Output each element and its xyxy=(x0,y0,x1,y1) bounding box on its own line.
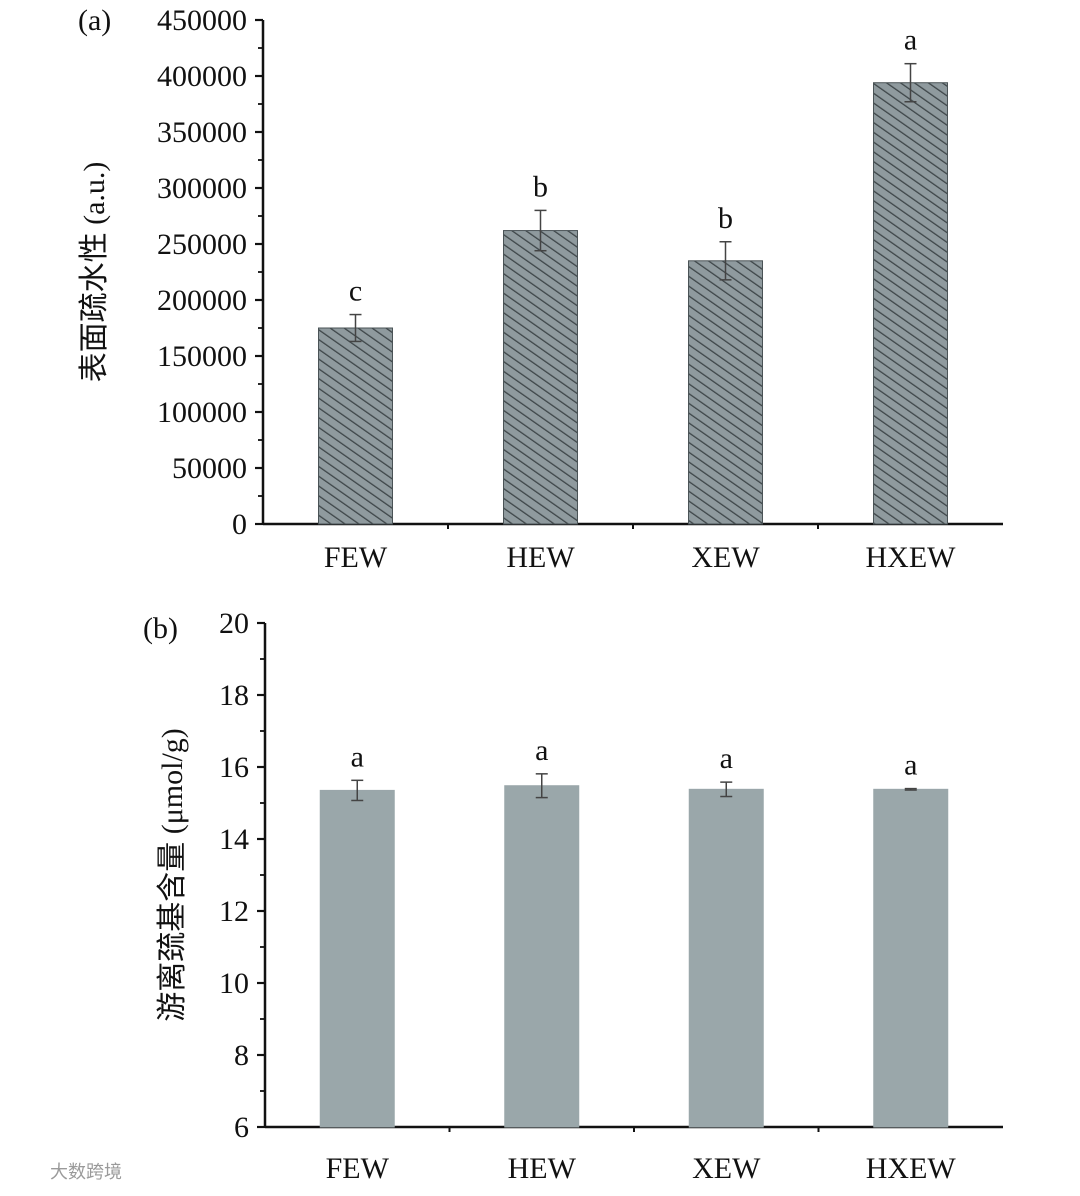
panel-label: (b) xyxy=(143,612,178,645)
y-axis-title: 表面疏水性 (a.u.) xyxy=(78,162,111,383)
significance-label: b xyxy=(533,170,548,203)
y-tick-label: 450000 xyxy=(157,4,247,37)
y-tick-label: 8 xyxy=(234,1039,249,1072)
bar-hxew xyxy=(873,788,949,1128)
y-tick-label: 0 xyxy=(232,508,247,541)
significance-label: a xyxy=(535,734,548,767)
significance-label: a xyxy=(720,742,733,775)
y-tick-label: 12 xyxy=(219,895,249,928)
significance-label: a xyxy=(904,24,917,57)
x-tick-label: XEW xyxy=(691,541,760,574)
y-tick-label: 100000 xyxy=(157,396,247,429)
chart-panel-a: 0 50000 100000 150000 200000 250000 300000 3500… xyxy=(78,4,1003,574)
significance-label: a xyxy=(351,740,364,773)
watermark: 大数跨境 xyxy=(50,1162,122,1183)
chart-panel-b: 6 8 10 12 14 16 18 20 a FEW a HEW a XEW a HXEW (b) 游离巯基含量… xyxy=(143,607,1003,1185)
x-tick-label: HXEW xyxy=(866,1152,957,1185)
y-tick-label: 200000 xyxy=(157,284,247,317)
y-axis-title: 游离巯基含量 (μmol/g) xyxy=(156,728,189,1022)
significance-label: c xyxy=(349,275,362,308)
y-tick-label: 50000 xyxy=(172,452,247,485)
y-tick-label: 250000 xyxy=(157,228,247,261)
y-tick-label: 20 xyxy=(219,607,249,640)
bar-hew xyxy=(503,230,578,525)
bar-hew xyxy=(504,785,580,1128)
y-tick-label: 16 xyxy=(219,751,249,784)
y-tick-label: 150000 xyxy=(157,340,247,373)
x-tick-label: FEW xyxy=(324,541,388,574)
bar-few xyxy=(319,789,395,1128)
x-tick-label: HXEW xyxy=(866,541,957,574)
bar-hxew xyxy=(873,82,948,525)
panel-label: (a) xyxy=(78,4,111,37)
y-tick-label: 400000 xyxy=(157,60,247,93)
y-tick-label: 18 xyxy=(219,679,249,712)
y-tick-label: 14 xyxy=(219,823,249,856)
bar-xew xyxy=(688,788,764,1128)
y-tick-label: 300000 xyxy=(157,172,247,205)
y-tick-label: 350000 xyxy=(157,116,247,149)
x-tick-label: FEW xyxy=(326,1152,390,1185)
y-tick-label: 10 xyxy=(219,967,249,1000)
significance-label: b xyxy=(718,202,733,235)
bar-xew xyxy=(688,260,763,525)
x-tick-label: XEW xyxy=(692,1152,761,1185)
y-tick-label: 6 xyxy=(234,1111,249,1144)
x-tick-label: HEW xyxy=(506,541,575,574)
bar-few xyxy=(318,327,393,525)
significance-label: a xyxy=(904,749,917,782)
x-tick-label: HEW xyxy=(508,1152,577,1185)
